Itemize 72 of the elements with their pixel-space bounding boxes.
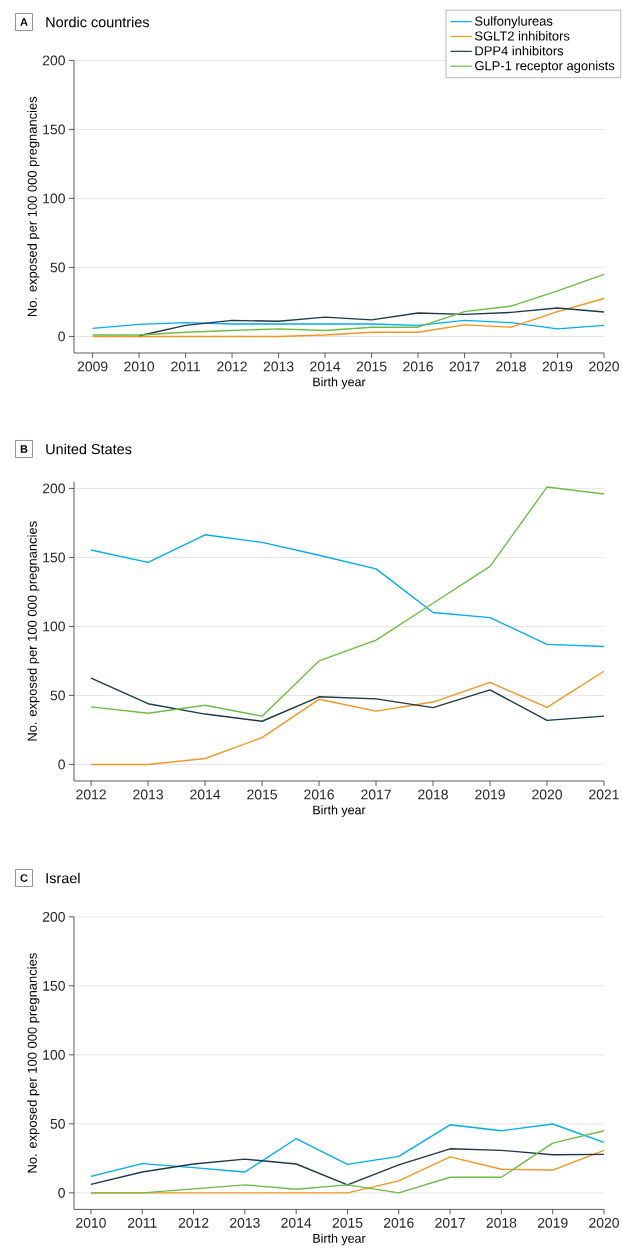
x-tick-label: 2015 xyxy=(332,1217,363,1228)
x-axis-title: Birth year xyxy=(313,1233,366,1246)
y-axis-title: No. exposed per 100 000 pregnancies xyxy=(27,521,40,741)
legend-label: Sulfonylureas xyxy=(474,16,553,29)
y-axis-title: No. exposed per 100 000 pregnancies xyxy=(27,96,40,317)
x-tick-label: 2020 xyxy=(589,1217,619,1228)
x-tick-label: 2009 xyxy=(77,361,108,372)
chart-title: Nordic countries xyxy=(46,16,150,28)
y-tick-label: 100 xyxy=(43,621,65,632)
x-tick-label: 2019 xyxy=(537,1217,568,1228)
x-axis-title: Birth year xyxy=(313,377,366,389)
text: C xyxy=(20,874,28,882)
chart-title: Israel xyxy=(46,872,80,884)
x-tick-label: 2011 xyxy=(127,1217,157,1228)
x-tick-label: 2015 xyxy=(247,789,277,800)
x-tick-label: 2012 xyxy=(76,789,106,800)
x-tick-label: 2017 xyxy=(435,1217,465,1228)
chart-title: United States xyxy=(46,443,132,455)
y-tick-label: 0 xyxy=(58,759,65,770)
x-tick-label: 2017 xyxy=(449,361,480,372)
x-tick-label: 2018 xyxy=(496,361,526,372)
x-tick-label: 2020 xyxy=(532,789,562,800)
line-series xyxy=(90,1130,605,1194)
y-tick-label: 200 xyxy=(42,911,65,922)
line-series xyxy=(90,534,605,648)
line-series xyxy=(90,486,605,717)
x-tick-label: 2011 xyxy=(171,361,200,372)
text: A xyxy=(20,18,28,26)
x-tick-label: 2014 xyxy=(310,361,341,372)
text: B xyxy=(20,445,28,453)
x-tick-label: 2016 xyxy=(383,1217,414,1228)
y-tick-label: 100 xyxy=(43,193,65,204)
x-tick-label: 2013 xyxy=(263,361,294,372)
x-tick-label: 2012 xyxy=(178,1217,209,1228)
line-series xyxy=(90,677,605,722)
y-tick-label: 0 xyxy=(58,331,65,342)
x-tick-label: 2013 xyxy=(133,789,163,800)
y-tick-label: 150 xyxy=(43,552,65,563)
x-tick-label: 2017 xyxy=(361,789,391,800)
x-tick-label: 2018 xyxy=(418,789,448,800)
x-tick-label: 2018 xyxy=(486,1217,517,1228)
line-series xyxy=(91,273,605,336)
legend-label: DPP4 inhibitors xyxy=(475,45,564,56)
x-tick-label: 2019 xyxy=(475,789,505,800)
x-tick-label: 2021 xyxy=(589,789,619,800)
x-tick-label: 2016 xyxy=(403,361,433,372)
y-tick-label: 150 xyxy=(43,124,65,135)
y-axis-title: No. exposed per 100 000 pregnancies xyxy=(27,953,40,1173)
y-tick-label: 150 xyxy=(43,980,65,991)
y-tick-label: 200 xyxy=(42,483,65,494)
y-tick-label: 50 xyxy=(50,1118,65,1129)
x-tick-label: 2012 xyxy=(217,361,247,372)
line-series xyxy=(90,670,605,766)
x-tick-label: 2019 xyxy=(542,361,573,372)
y-tick-label: 200 xyxy=(42,55,65,66)
x-tick-label: 2020 xyxy=(589,361,619,372)
x-tick-label: 2013 xyxy=(230,1217,260,1228)
x-tick-label: 2014 xyxy=(281,1217,312,1228)
line-series xyxy=(90,1123,605,1178)
y-tick-label: 100 xyxy=(43,1049,65,1060)
x-tick-label: 2010 xyxy=(124,361,155,372)
x-axis-title: Birth year xyxy=(313,805,366,817)
x-tick-label: 2014 xyxy=(190,789,221,800)
y-tick-label: 50 xyxy=(50,690,65,701)
legend-label: GLP-1 receptor agonists xyxy=(475,60,615,73)
legend-label: SGLT2 inhibitors xyxy=(474,31,570,41)
y-tick-label: 50 xyxy=(50,262,65,273)
x-tick-label: 2016 xyxy=(304,789,334,800)
y-tick-label: 0 xyxy=(58,1187,65,1198)
x-tick-label: 2015 xyxy=(356,361,387,372)
x-tick-label: 2010 xyxy=(76,1217,106,1228)
line-series xyxy=(90,1148,605,1186)
